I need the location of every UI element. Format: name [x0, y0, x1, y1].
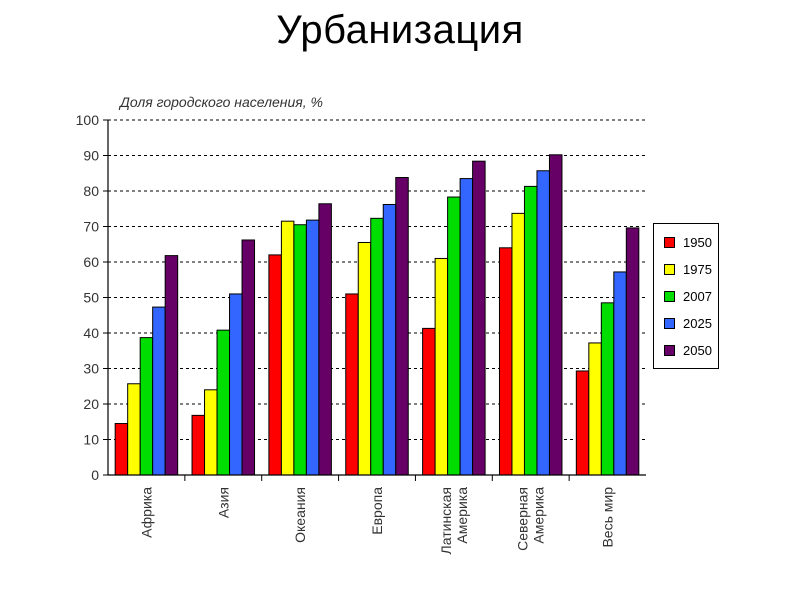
bar-2025 — [459, 178, 474, 476]
bar-2007 — [447, 196, 461, 476]
bar-1975 — [511, 212, 525, 476]
bar-1975 — [127, 383, 141, 476]
legend: 1950 1975 2007 2025 2050 — [653, 223, 719, 369]
y-tick-label: 70 — [83, 219, 99, 235]
bar-1950 — [422, 327, 436, 476]
legend-label: 1950 — [683, 234, 712, 250]
legend-item: 1975 — [664, 259, 712, 279]
bar-1975 — [357, 241, 372, 476]
bar-2025 — [152, 306, 166, 476]
legend-item: 2025 — [664, 313, 712, 333]
bar-2025 — [305, 219, 320, 476]
y-tick-label: 30 — [83, 361, 99, 377]
bar-2007 — [523, 185, 538, 476]
bar-1975 — [204, 389, 218, 476]
legend-swatch — [664, 317, 675, 329]
x-tick-label: Африка — [138, 487, 154, 538]
bar-1950 — [191, 414, 206, 476]
bar-1950 — [268, 254, 282, 476]
y-tick-label: 20 — [83, 396, 99, 412]
bar-1975 — [434, 257, 449, 476]
legend-label: 2007 — [683, 288, 712, 304]
legend-item: 1950 — [664, 232, 712, 252]
legend-swatch — [664, 263, 675, 275]
bar-2050 — [164, 255, 179, 476]
bar-2050 — [625, 227, 640, 476]
bar-1975 — [280, 220, 295, 476]
y-tick-label: 50 — [83, 290, 99, 306]
legend-swatch — [664, 290, 675, 302]
x-tick-label: Азия — [215, 487, 231, 518]
bar-2007 — [293, 224, 307, 476]
y-tick-label: 10 — [83, 432, 99, 448]
bar-2025 — [382, 203, 397, 476]
bar-2025 — [536, 170, 550, 476]
y-tick-label: 80 — [83, 183, 99, 199]
y-tick-label: 40 — [83, 325, 99, 341]
bar-2050 — [395, 177, 409, 476]
bar-2050 — [241, 239, 256, 476]
x-tick-label: Океания — [292, 487, 308, 543]
bar-2025 — [229, 293, 243, 476]
chart-title: Урбанизация — [276, 8, 524, 52]
legend-swatch — [664, 344, 675, 356]
bar-2007 — [600, 302, 615, 476]
x-tick-label: Европа — [369, 487, 385, 535]
legend-label: 1975 — [683, 261, 712, 277]
bar-2007 — [139, 337, 154, 476]
y-tick-label: 0 — [91, 467, 99, 483]
bar-1950 — [498, 247, 513, 476]
x-tick-label: Америка — [531, 487, 547, 544]
y-axis-label: Доля городского населения, % — [120, 94, 323, 110]
bar-2050 — [472, 160, 486, 476]
bar-2050 — [548, 154, 563, 476]
bar-1950 — [114, 423, 129, 476]
y-tick-label: 90 — [83, 148, 99, 164]
x-tick-label: Северная — [515, 487, 531, 551]
axes — [103, 119, 646, 481]
bar-1950 — [345, 293, 359, 476]
x-tick-label: Весь мир — [600, 487, 616, 548]
bar-1975 — [588, 342, 602, 476]
bar-2007 — [370, 217, 384, 476]
legend-label: 2025 — [683, 315, 712, 331]
y-tick-label: 100 — [76, 112, 100, 128]
legend-item: 2007 — [664, 286, 712, 306]
x-tick-labels: Африка Азия Океания Европа Латинская Америка С… — [138, 487, 615, 555]
y-tick-labels: 0 10 20 30 40 50 60 70 80 90 100 — [76, 112, 100, 483]
legend-item: 2050 — [664, 340, 712, 360]
bar-2007 — [216, 329, 231, 476]
bars — [114, 154, 640, 476]
y-tick-label: 60 — [83, 254, 99, 270]
x-tick-label: Латинская — [438, 487, 454, 554]
legend-label: 2050 — [683, 342, 712, 358]
bar-2025 — [613, 271, 627, 476]
bar-1950 — [575, 370, 590, 476]
x-tick-label: Америка — [454, 487, 470, 544]
legend-swatch — [664, 236, 675, 248]
bar-2050 — [318, 203, 332, 476]
